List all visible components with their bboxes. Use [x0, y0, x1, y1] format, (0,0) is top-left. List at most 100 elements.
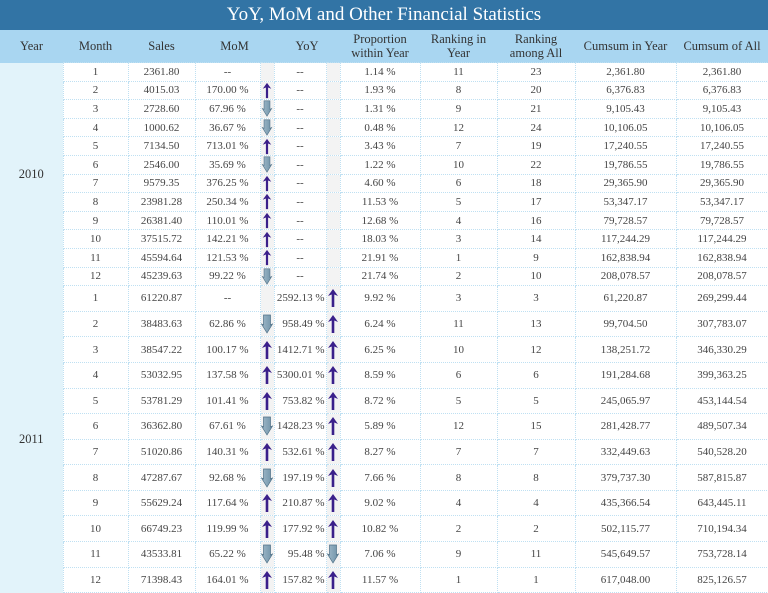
yoy-trend-cell [325, 285, 341, 312]
sales-cell: 71398.43 [127, 566, 196, 593]
yoy-trend-cell [325, 566, 341, 593]
cumsum-year-cell: 99,704.50 [574, 310, 677, 338]
cumsum-all-cell: 29,365.90 [675, 173, 768, 194]
month-cell: 11 [62, 541, 129, 568]
table-body: 2010 1 2361.80 -- -- 1.14 % 11 23 2,361.80 2,361.… [0, 62, 768, 593]
rank-year-cell: 6 [419, 173, 498, 194]
table-row: 3 2728.60 67.96 % -- 1.31 % 9 21 9,105.43 9,105.… [0, 99, 768, 119]
proportion-cell: 1.31 % [339, 99, 421, 119]
rank-all-cell: 6 [496, 361, 576, 389]
cumsum-all-cell: 9,105.43 [675, 99, 768, 119]
proportion-cell: 0.48 % [339, 117, 421, 138]
sales-cell: 4015.03 [127, 80, 196, 101]
table-row: 3 38547.22 100.17 % 1412.71 % 6.25 % 10 12 138,… [0, 336, 768, 363]
yoy-trend-cell [325, 336, 341, 363]
mom-cell: 35.69 % [194, 154, 261, 175]
table-row: 8 47287.67 92.68 % 197.19 % 7.66 % 8 8 379,737.… [0, 464, 768, 491]
rank-year-cell: 12 [419, 413, 498, 440]
table-row: 7 51020.86 140.31 % 532.61 % 8.27 % 7 7 332,449… [0, 438, 768, 466]
yoy-trend-cell [325, 310, 341, 338]
sales-cell: 66749.23 [127, 515, 196, 543]
mom-cell: 92.68 % [194, 464, 261, 491]
sales-cell: 47287.67 [127, 464, 196, 491]
cumsum-all-cell: 19,786.55 [675, 154, 768, 175]
yoy-trend-cell [325, 229, 341, 249]
cumsum-all-cell: 825,126.57 [675, 566, 768, 593]
header-rank-all: Ranking among All [497, 30, 576, 63]
cumsum-year-cell: 245,065.97 [574, 387, 677, 415]
table-row: 4 1000.62 36.67 % -- 0.48 % 12 24 10,106.05 10,1… [0, 117, 768, 138]
mom-cell: 250.34 % [194, 192, 261, 212]
mom-cell: 376.25 % [194, 173, 261, 194]
cumsum-year-cell: 545,649.57 [574, 541, 677, 568]
yoy-trend-cell [325, 515, 341, 543]
rank-year-cell: 5 [419, 192, 498, 212]
rank-year-cell: 11 [419, 62, 498, 82]
month-cell: 9 [62, 489, 129, 517]
cumsum-year-cell: 617,048.00 [574, 566, 677, 593]
header-month: Month [63, 30, 128, 63]
rank-year-cell: 12 [419, 117, 498, 138]
yoy-cell: -- [273, 173, 327, 194]
arrow-down-icon [327, 543, 340, 567]
cumsum-year-cell: 10,106.05 [574, 117, 677, 138]
month-cell: 4 [62, 117, 129, 138]
mom-cell: 101.41 % [194, 387, 261, 415]
table-row: 10 37515.72 142.21 % -- 18.03 % 3 14 117,244.29… [0, 229, 768, 249]
mom-trend-cell [259, 247, 275, 268]
mom-trend-cell [259, 136, 275, 156]
proportion-cell: 5.89 % [339, 413, 421, 440]
yoy-cell: 1428.23 % [273, 413, 327, 440]
yoy-trend-cell [325, 99, 341, 119]
rank-all-cell: 23 [496, 62, 576, 82]
sales-cell: 43533.81 [127, 541, 196, 568]
rank-all-cell: 12 [496, 336, 576, 363]
header-sales: Sales [128, 30, 195, 63]
table-row: 12 71398.43 164.01 % 157.82 % 11.57 % 1 1 617,0… [0, 566, 768, 593]
cumsum-all-cell: 2,361.80 [675, 62, 768, 82]
sales-cell: 51020.86 [127, 438, 196, 466]
sales-cell: 2546.00 [127, 154, 196, 175]
cumsum-all-cell: 17,240.55 [675, 136, 768, 156]
mom-cell: 62.86 % [194, 310, 261, 338]
cumsum-year-cell: 208,078.57 [574, 266, 677, 287]
proportion-cell: 11.57 % [339, 566, 421, 593]
sales-cell: 7134.50 [127, 136, 196, 156]
mom-cell: -- [194, 62, 261, 82]
month-cell: 7 [62, 438, 129, 466]
mom-cell: 121.53 % [194, 247, 261, 268]
rank-year-cell: 3 [419, 229, 498, 249]
arrow-up-icon [261, 82, 273, 99]
rank-year-cell: 10 [419, 154, 498, 175]
month-cell: 3 [62, 99, 129, 119]
sales-cell: 38483.63 [127, 310, 196, 338]
mom-cell: 140.31 % [194, 438, 261, 466]
yoy-cell: -- [273, 266, 327, 287]
mom-cell: 164.01 % [194, 566, 261, 593]
page-title: YoY, MoM and Other Financial Statistics [0, 0, 768, 30]
yoy-cell: -- [273, 136, 327, 156]
rank-all-cell: 9 [496, 247, 576, 268]
sales-cell: 9579.35 [127, 173, 196, 194]
cumsum-year-cell: 502,115.77 [574, 515, 677, 543]
cumsum-all-cell: 208,078.57 [675, 266, 768, 287]
header-cumsum-all: Cumsum of All [676, 30, 768, 63]
cumsum-all-cell: 117,244.29 [675, 229, 768, 249]
yoy-trend-cell [325, 361, 341, 389]
sales-cell: 1000.62 [127, 117, 196, 138]
arrow-up-icon [327, 389, 339, 413]
table-row: 2010 1 2361.80 -- -- 1.14 % 11 23 2,361.80 2,361.… [0, 62, 768, 286]
cumsum-all-cell: 710,194.34 [675, 515, 768, 543]
mom-cell: 99.22 % [194, 266, 261, 287]
month-cell: 12 [62, 266, 129, 287]
proportion-cell: 12.68 % [339, 210, 421, 231]
arrow-up-icon [327, 312, 339, 336]
yoy-trend-cell [325, 541, 341, 568]
proportion-cell: 8.59 % [339, 361, 421, 389]
yoy-cell: 2592.13 % [273, 285, 327, 312]
cumsum-all-cell: 79,728.57 [675, 210, 768, 231]
arrow-up-icon [261, 568, 273, 592]
mom-trend-cell [259, 62, 275, 82]
yoy-trend-cell [325, 80, 341, 101]
cumsum-all-cell: 453,144.54 [675, 387, 768, 415]
